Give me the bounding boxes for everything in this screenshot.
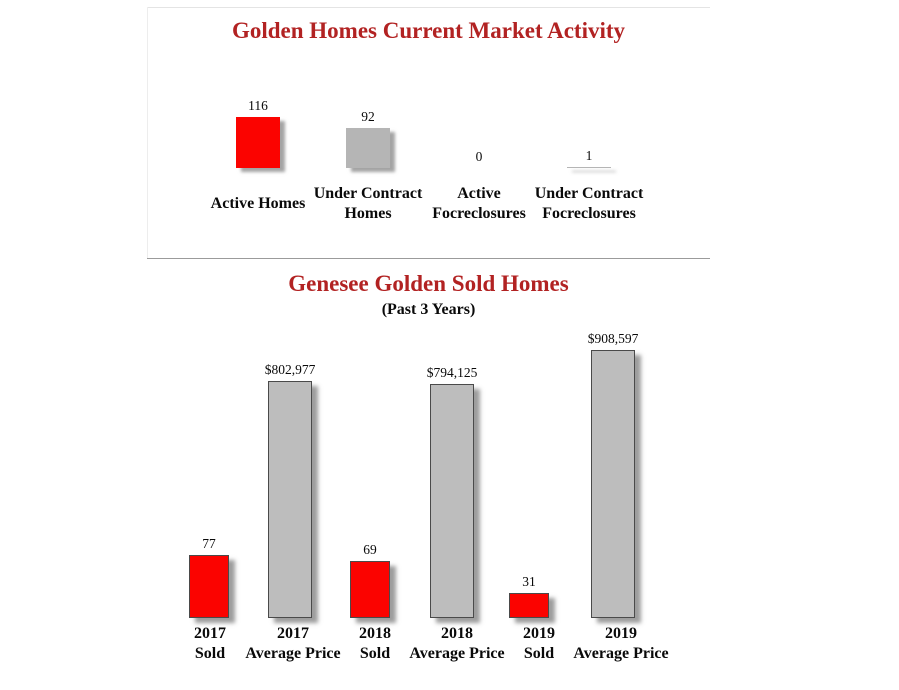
value-label-2019-average-price: $908,597 [587,331,639,346]
chart1-column-under-contract-homes: 92 [313,109,423,168]
chart2-column-2019-average-price: $908,597 [568,331,658,618]
category-line1: 2017 [277,625,309,642]
chart2-column-2019-sold: 31 [484,574,574,618]
bar-2017-average-price [268,381,312,618]
bar-2019-average-price [591,350,635,618]
category-line1: Active Homes [210,195,306,212]
chart2-column-2017-average-price: $802,977 [245,362,335,618]
category-line1: 2019 [523,625,555,642]
category-label-2018-sold: 2018 Sold [327,624,423,664]
top-frame-line [147,7,710,8]
chart2-column-2017-sold: 77 [164,536,254,618]
category-line1: Under Contract [534,185,644,202]
category-line2: Sold [359,645,391,662]
category-label-2019-sold: 2019 Sold [491,624,587,664]
chart2-column-2018-average-price: $794,125 [407,365,497,618]
category-line1: 2018 [359,625,391,642]
category-line2: Sold [194,645,226,662]
category-line2: Average Price [245,645,341,662]
chart2-column-2018-sold: 69 [325,542,415,618]
value-label-active-foreclosures: 0 [475,149,483,164]
bar-under-contract-homes [346,128,390,168]
bar-2017-sold [189,555,229,618]
section-divider-line [147,258,710,259]
chart1-column-active-foreclosures: 0 [424,149,534,168]
chart1-column-active-homes: 116 [203,98,313,168]
value-label-under-contract-homes: 92 [361,109,375,124]
value-label-2017-average-price: $802,977 [264,362,316,377]
chart1-title: Golden Homes Current Market Activity [231,18,626,43]
value-label-2018-average-price: $794,125 [426,365,478,380]
category-label-2017-sold: 2017 Sold [162,624,258,664]
bar-2018-sold [350,561,390,618]
category-label-active-homes: Active Homes [202,182,314,226]
category-line1: Active [457,185,501,202]
category-line1: 2017 [194,625,226,642]
value-label-2019-sold: 31 [522,574,536,589]
category-label-2018-average-price: 2018 Average Price [409,624,505,664]
chart1-category-labels: Active Homes Under Contract Homes Active… [0,182,899,228]
value-label-2017-sold: 77 [202,536,216,551]
category-label-under-contract-homes: Under Contract Homes [312,182,424,226]
chart2-title: Genesee Golden Sold Homes [288,271,569,296]
chart2-plot-area: 77 $802,977 69 $794,125 31 $908,597 [0,318,899,618]
value-label-active-homes: 116 [248,98,268,113]
bar-2019-sold [509,593,549,618]
category-label-active-foreclosures: Active Focreclosures [423,182,535,226]
category-label-2019-average-price: 2019 Average Price [573,624,669,664]
category-line2: Focreclosures [432,205,526,222]
value-label-under-contract-foreclosures: 1 [585,148,593,163]
category-label-under-contract-foreclosures: Under Contract Focreclosures [533,182,645,226]
category-line1: 2018 [441,625,473,642]
category-line2: Average Price [409,645,505,662]
category-line2: Sold [523,645,555,662]
chart1-plot-area: 116 92 0 1 [0,90,899,168]
chart2-category-labels: 2017 Sold 2017 Average Price 2018 Sold 2… [0,624,899,666]
category-line2: Focreclosures [542,205,636,222]
category-line2: Average Price [573,645,669,662]
category-line1: 2019 [605,625,637,642]
chart2-subtitle: (Past 3 Years) [381,301,476,318]
bar-2018-average-price [430,384,474,618]
left-frame-line [147,7,148,258]
chart1-column-under-contract-foreclosures: 1 [534,148,644,168]
bar-active-homes [236,117,280,168]
category-line2: Homes [344,205,392,222]
category-line1: Under Contract [313,185,423,202]
value-label-2018-sold: 69 [363,542,377,557]
bar-under-contract-foreclosures [567,167,611,168]
category-label-2017-average-price: 2017 Average Price [245,624,341,664]
